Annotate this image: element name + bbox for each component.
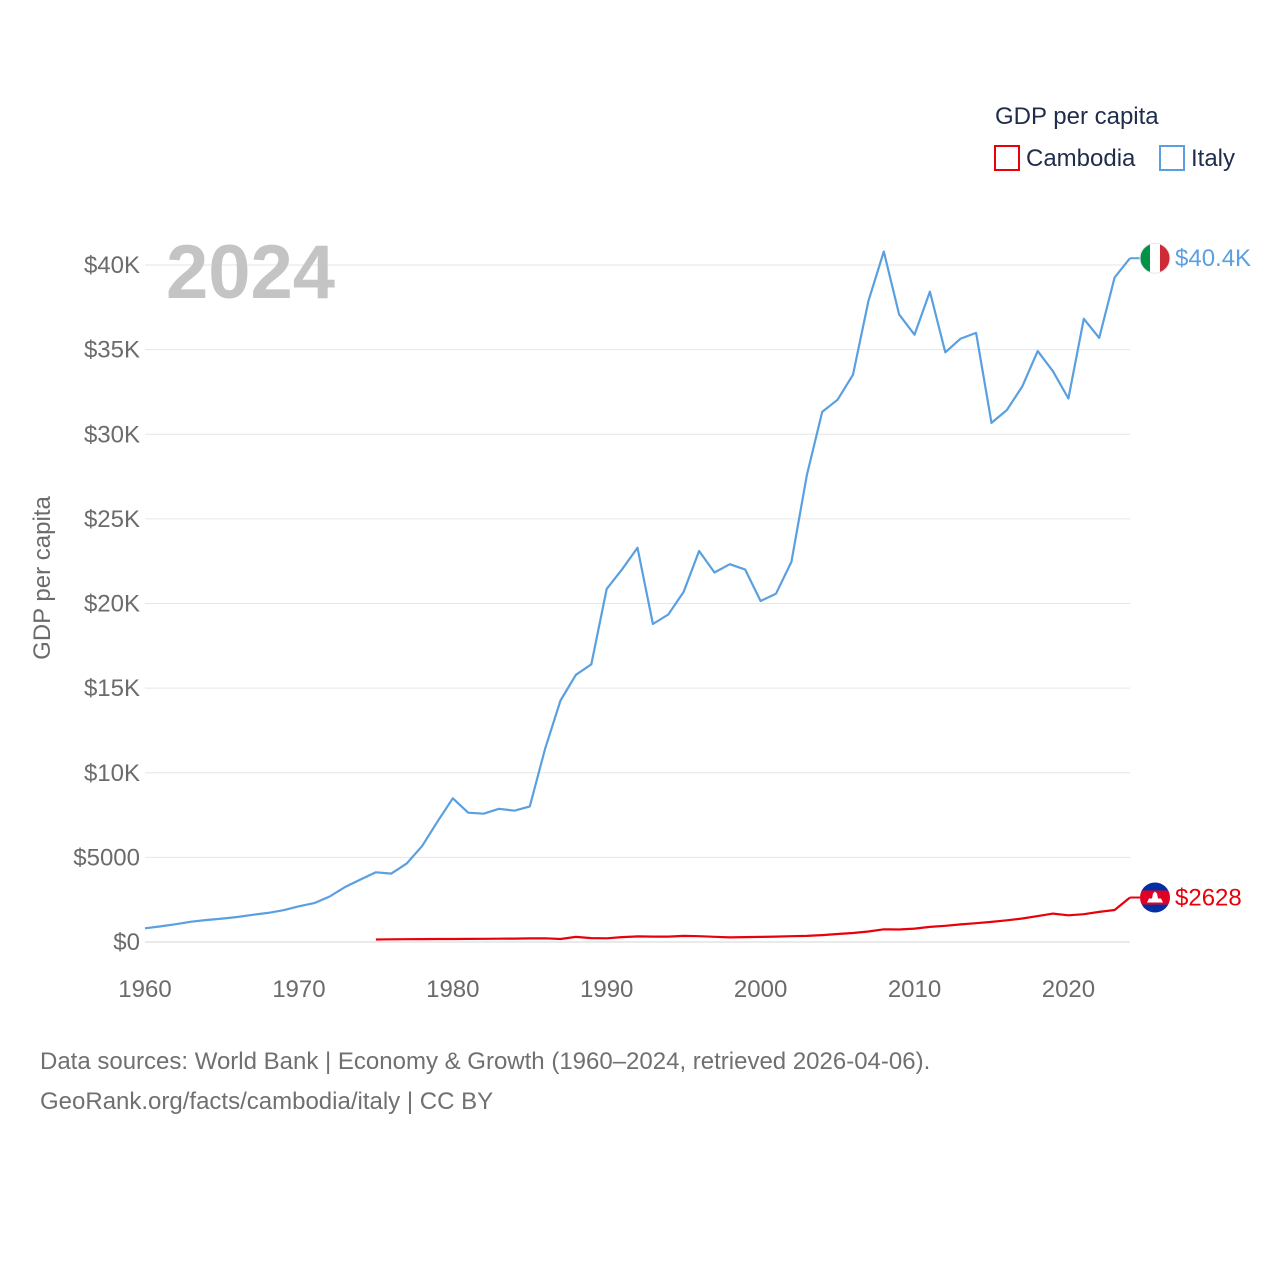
- y-axis-ticks: $0 $5000 $10K $15K $20K $25K $30K $35K $40K: [73, 252, 140, 956]
- x-tick-label: 1990: [580, 976, 633, 1003]
- legend-label-cambodia: Cambodia: [1026, 145, 1136, 172]
- legend-label-italy: Italy: [1191, 145, 1235, 172]
- legend-item-cambodia[interactable]: Cambodia: [994, 145, 1136, 172]
- source-line-2: GeoRank.org/facts/cambodia/italy | CC BY: [40, 1088, 494, 1115]
- y-tick-label: $35K: [84, 337, 140, 364]
- series-line-cambodia: [375, 896, 1131, 941]
- source-line-1: Data sources: World Bank | Economy & Gro…: [40, 1048, 931, 1075]
- gdp-per-capita-chart: $0 $5000 $10K $15K $20K $25K $30K $35K $40K 1960…: [29, 103, 1251, 1003]
- legend: GDP per capita Cambodia Italy: [994, 103, 1235, 172]
- y-axis-title: GDP per capita: [29, 496, 56, 660]
- x-axis-ticks: 1960 1970 1980 1990 2000 2010 2020: [118, 976, 1095, 1003]
- legend-title: GDP per capita: [995, 103, 1159, 130]
- cambodia-flag-icon: [1140, 882, 1170, 913]
- y-tick-label: $25K: [84, 506, 140, 533]
- legend-item-italy[interactable]: Italy: [1159, 145, 1235, 172]
- grid-lines: [145, 264, 1130, 943]
- x-tick-label: 2010: [888, 976, 941, 1003]
- y-tick-label: $0: [113, 929, 140, 956]
- source-note: Data sources: World Bank | Economy & Gro…: [40, 1042, 1240, 1122]
- x-tick-label: 2000: [734, 976, 787, 1003]
- series-lines: [144, 250, 1131, 941]
- x-tick-label: 2020: [1042, 976, 1095, 1003]
- x-tick-label: 1970: [272, 976, 325, 1003]
- italy-flag-icon: [1139, 242, 1171, 274]
- legend-swatch-italy: [1159, 145, 1185, 171]
- y-tick-label: $30K: [84, 421, 140, 448]
- y-tick-label: $5000: [73, 844, 140, 871]
- y-tick-label: $15K: [84, 675, 140, 702]
- y-tick-label: $10K: [84, 760, 140, 787]
- year-label: 2024: [166, 230, 335, 315]
- legend-swatch-cambodia: [994, 145, 1020, 171]
- cambodia-end-value: $2628: [1175, 885, 1242, 912]
- x-tick-label: 1960: [118, 976, 171, 1003]
- italy-end-value: $40.4K: [1175, 245, 1251, 272]
- x-tick-label: 1980: [426, 976, 479, 1003]
- y-tick-label: $40K: [84, 252, 140, 279]
- italy-end-marker: $40.4K: [1130, 242, 1251, 274]
- y-tick-label: $20K: [84, 591, 140, 618]
- series-line-italy: [144, 250, 1131, 930]
- cambodia-end-marker: $2628: [1130, 882, 1242, 913]
